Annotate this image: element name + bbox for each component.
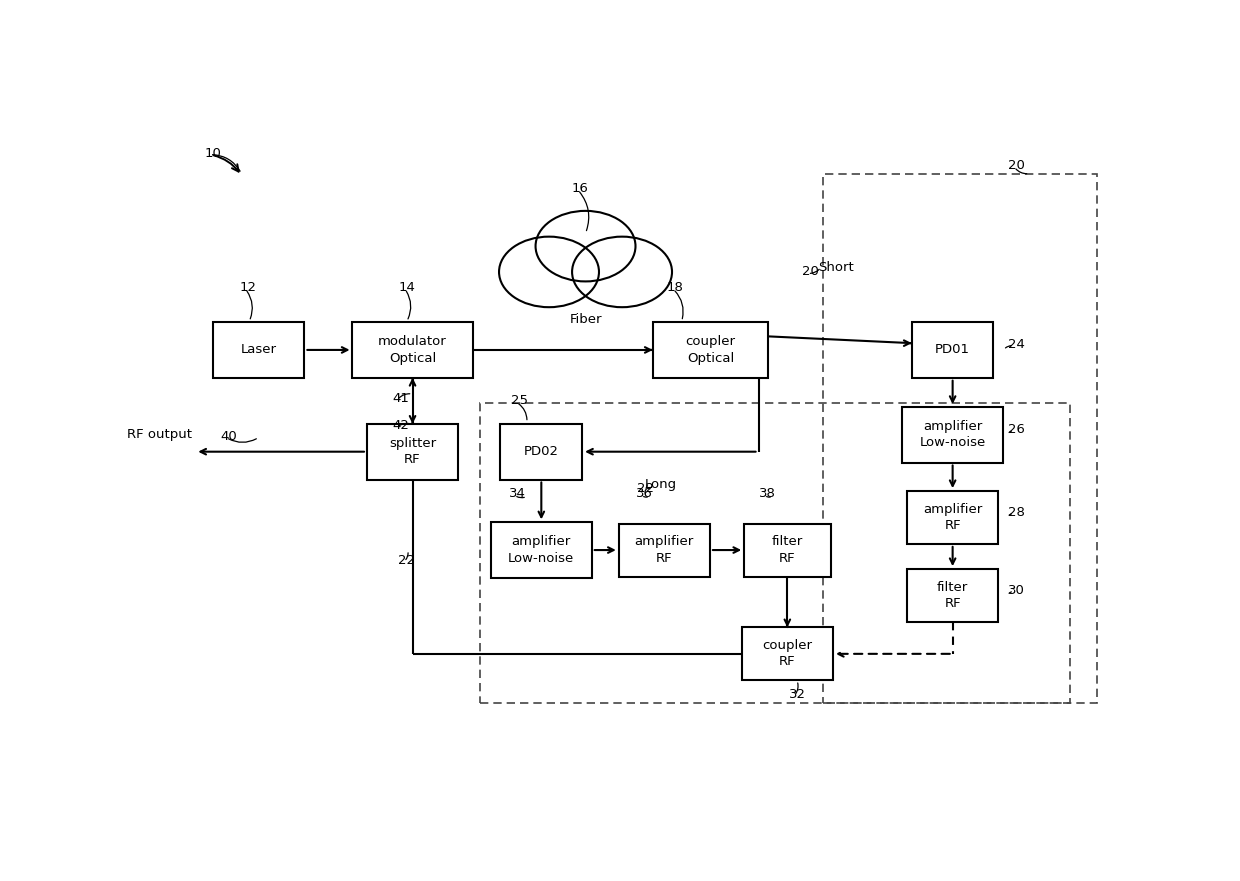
Text: 22: 22 xyxy=(398,554,415,566)
Bar xyxy=(823,174,1096,703)
Text: coupler: coupler xyxy=(763,640,812,652)
Text: amplifier: amplifier xyxy=(923,503,982,516)
Text: modulator: modulator xyxy=(378,336,446,348)
Text: Long: Long xyxy=(645,478,677,491)
Text: 24: 24 xyxy=(1008,338,1025,351)
Text: 36: 36 xyxy=(635,487,652,500)
Bar xyxy=(652,322,768,378)
Bar xyxy=(491,522,591,578)
Text: 20: 20 xyxy=(1008,159,1025,172)
Text: PD01: PD01 xyxy=(935,344,970,357)
Text: RF: RF xyxy=(945,597,961,611)
Text: 41: 41 xyxy=(392,392,409,405)
Text: Fiber: Fiber xyxy=(569,313,601,326)
Text: amplifier: amplifier xyxy=(512,536,570,548)
Text: Low-noise: Low-noise xyxy=(508,552,574,565)
Text: 30: 30 xyxy=(1008,583,1025,596)
Text: 20: 20 xyxy=(802,265,818,278)
Text: RF: RF xyxy=(656,552,672,565)
Text: RF: RF xyxy=(404,454,420,466)
Bar xyxy=(213,322,305,378)
Bar xyxy=(501,424,582,479)
Bar xyxy=(903,407,1003,463)
Bar xyxy=(911,322,993,378)
Bar xyxy=(742,627,833,680)
Text: splitter: splitter xyxy=(389,437,436,450)
Text: 18: 18 xyxy=(666,281,683,294)
Text: amplifier: amplifier xyxy=(635,536,694,548)
Bar xyxy=(619,523,711,576)
Text: 28: 28 xyxy=(1008,506,1025,519)
Text: 10: 10 xyxy=(205,147,222,159)
Bar xyxy=(906,491,998,544)
Bar xyxy=(367,424,459,479)
Text: Optical: Optical xyxy=(389,352,436,365)
Text: 26: 26 xyxy=(1008,423,1025,436)
Text: 14: 14 xyxy=(398,281,415,294)
Text: 12: 12 xyxy=(239,281,257,294)
Text: 40: 40 xyxy=(221,430,237,442)
Bar xyxy=(906,569,998,622)
Text: filter: filter xyxy=(937,581,968,594)
Text: RF: RF xyxy=(945,519,961,532)
Text: RF: RF xyxy=(779,655,796,669)
Text: 34: 34 xyxy=(508,487,526,500)
Text: Laser: Laser xyxy=(241,344,277,357)
Text: Low-noise: Low-noise xyxy=(920,436,986,449)
Text: 38: 38 xyxy=(759,487,775,500)
Bar xyxy=(352,322,472,378)
Text: 22: 22 xyxy=(637,483,655,495)
Text: PD02: PD02 xyxy=(523,445,559,458)
Text: amplifier: amplifier xyxy=(923,420,982,433)
Text: Optical: Optical xyxy=(687,352,734,365)
Text: filter: filter xyxy=(771,536,804,548)
Text: Short: Short xyxy=(818,261,854,274)
Text: coupler: coupler xyxy=(686,336,735,348)
Text: 42: 42 xyxy=(392,419,409,433)
Text: 32: 32 xyxy=(789,688,806,701)
Bar xyxy=(480,403,1070,703)
Bar xyxy=(744,523,831,576)
Text: 16: 16 xyxy=(572,182,588,195)
Text: RF output: RF output xyxy=(126,427,191,440)
Text: 25: 25 xyxy=(511,395,527,407)
Text: RF: RF xyxy=(779,552,796,565)
